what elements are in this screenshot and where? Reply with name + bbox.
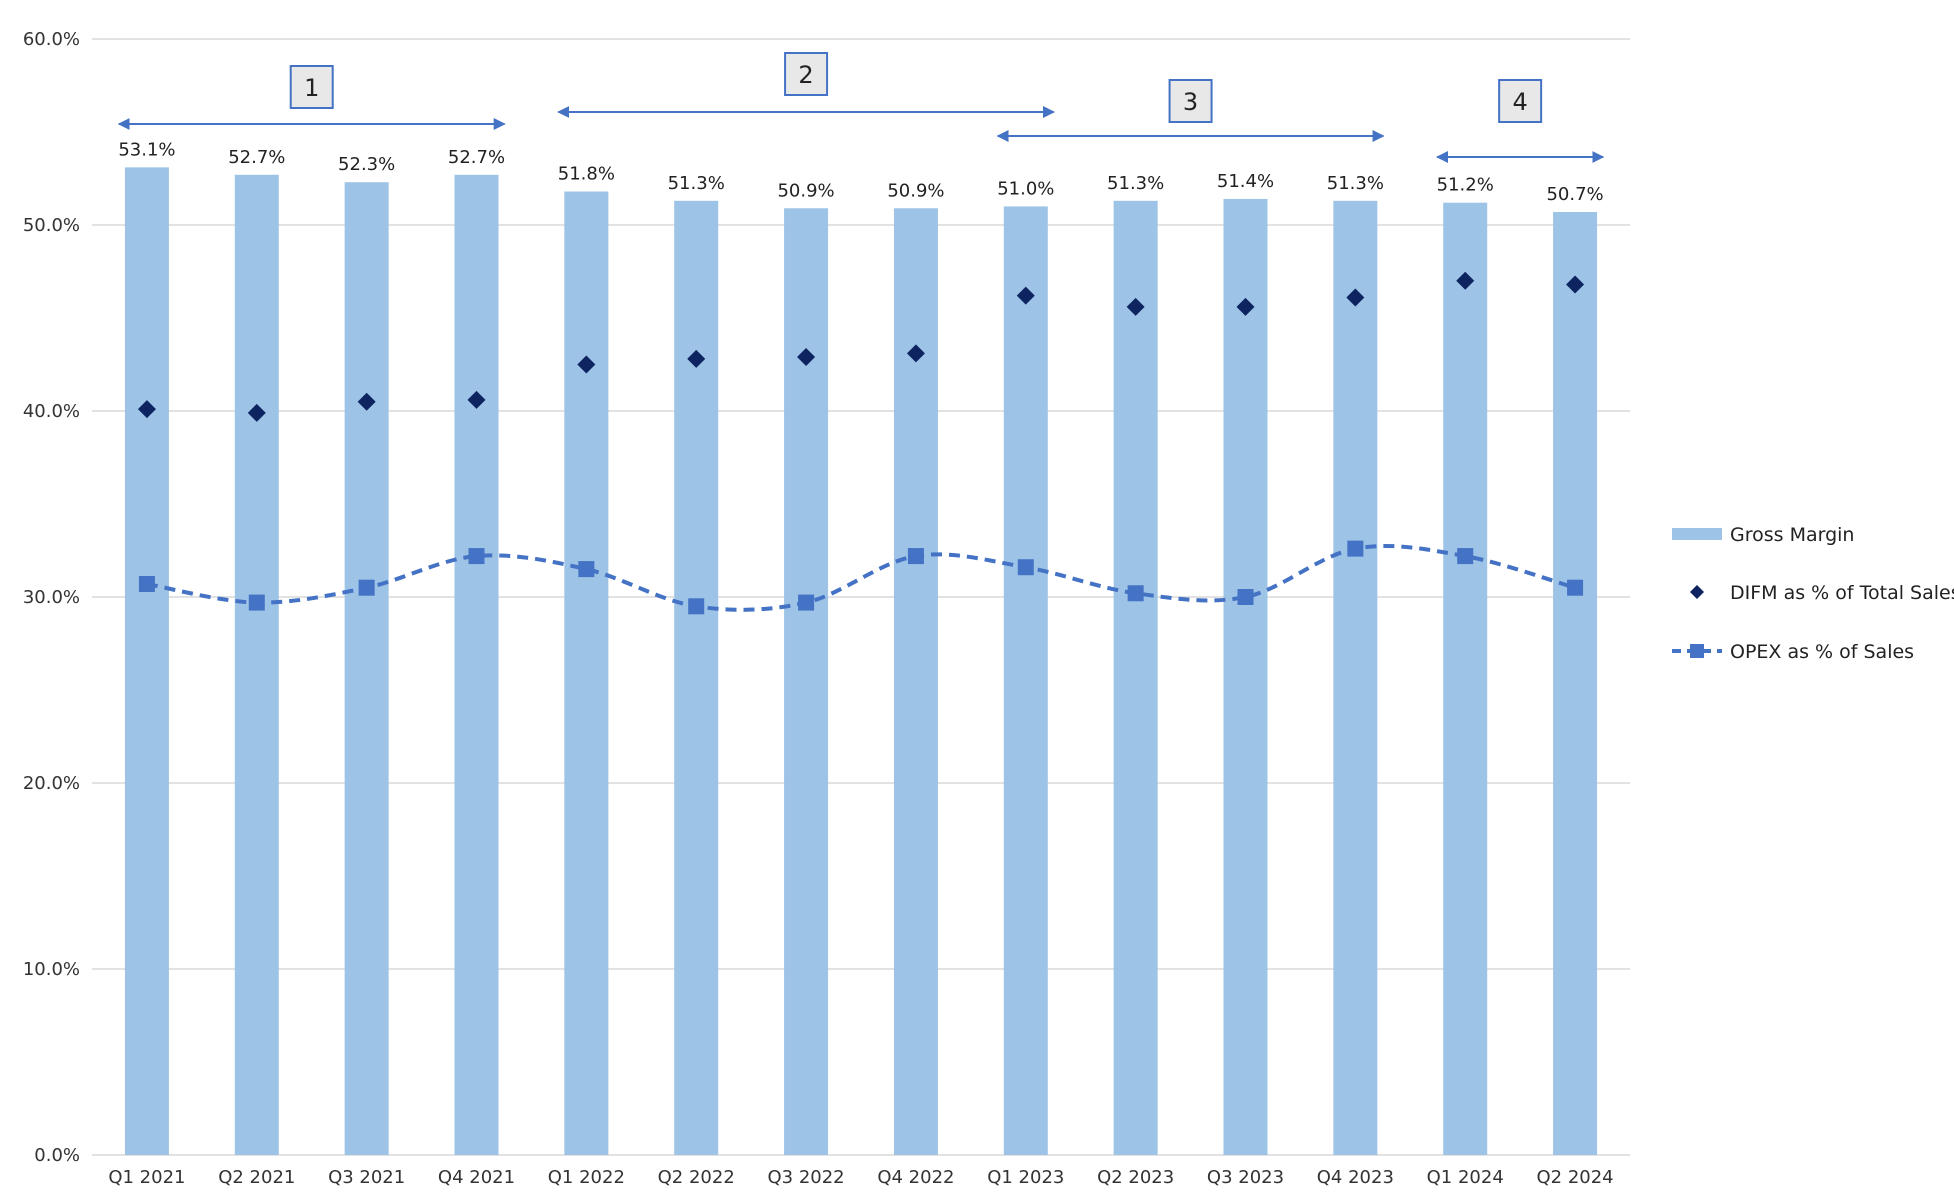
opex-point bbox=[688, 598, 705, 615]
bar-gross-margin bbox=[344, 182, 389, 1156]
opex-point bbox=[907, 548, 924, 565]
legend-label: DIFM as % of Total Sales bbox=[1730, 582, 1954, 604]
period-label: 1 bbox=[304, 74, 319, 102]
period-box bbox=[1168, 79, 1213, 123]
difm-point bbox=[467, 390, 486, 409]
x-tick-label: Q1 2022 bbox=[548, 1167, 625, 1188]
difm-point bbox=[577, 355, 596, 374]
period-label: 2 bbox=[798, 61, 813, 89]
bar-gross-margin bbox=[893, 208, 938, 1155]
x-tick-label: Q3 2022 bbox=[767, 1167, 844, 1188]
x-tick-label: Q2 2023 bbox=[1097, 1167, 1174, 1188]
x-tick-label: Q1 2024 bbox=[1427, 1167, 1504, 1188]
difm-point bbox=[1346, 288, 1365, 307]
x-tick-label: Q2 2021 bbox=[218, 1167, 295, 1188]
bar-data-label: 51.2% bbox=[1437, 175, 1494, 196]
bar-gross-margin bbox=[1003, 206, 1048, 1155]
y-tick-label: 50.0% bbox=[23, 215, 80, 236]
bar-data-label: 52.7% bbox=[448, 147, 505, 168]
opex-point bbox=[578, 561, 595, 578]
bar-data-label: 50.9% bbox=[777, 180, 834, 201]
legend-swatch-gross-margin bbox=[1672, 528, 1722, 540]
bar-gross-margin bbox=[1223, 198, 1268, 1155]
bar-gross-margin bbox=[564, 191, 609, 1155]
opex-point bbox=[138, 575, 155, 592]
x-tick-label: Q4 2021 bbox=[438, 1167, 515, 1188]
opex-line bbox=[146, 543, 1576, 612]
bar-data-label: 51.4% bbox=[1217, 171, 1274, 192]
bar-gross-margin bbox=[234, 174, 279, 1155]
difm-point bbox=[797, 348, 816, 367]
x-tick-label: Q2 2022 bbox=[658, 1167, 735, 1188]
difm-point bbox=[1126, 297, 1145, 316]
period-box bbox=[784, 52, 829, 96]
y-tick-label: 0.0% bbox=[34, 1145, 80, 1166]
period-label: 3 bbox=[1183, 88, 1198, 116]
legend-swatch-opex-marker bbox=[1690, 644, 1704, 658]
opex-point bbox=[358, 579, 375, 596]
legend-swatch-difm bbox=[1690, 585, 1704, 599]
difm-point bbox=[906, 344, 925, 363]
bar-data-label: 50.7% bbox=[1546, 184, 1603, 205]
x-tick-label: Q4 2022 bbox=[877, 1167, 954, 1188]
opex-point bbox=[1567, 579, 1584, 596]
opex-point bbox=[248, 594, 265, 611]
opex-point bbox=[1237, 589, 1254, 605]
bar-data-label: 51.8% bbox=[558, 164, 615, 185]
legend-label: Gross Margin bbox=[1730, 524, 1854, 546]
difm-point bbox=[1016, 286, 1035, 305]
opex-point bbox=[468, 548, 485, 565]
bar-data-label: 52.7% bbox=[228, 147, 285, 168]
bar-gross-margin bbox=[1443, 202, 1488, 1155]
bar-gross-margin bbox=[1553, 211, 1598, 1156]
period-box bbox=[289, 65, 334, 109]
bar-data-label: 51.3% bbox=[1327, 173, 1384, 194]
bar-data-label: 51.3% bbox=[668, 173, 725, 194]
y-tick-label: 10.0% bbox=[23, 959, 80, 980]
y-tick-label: 60.0% bbox=[23, 29, 80, 50]
legend-label: OPEX as % of Sales bbox=[1730, 641, 1914, 663]
opex-point bbox=[1347, 540, 1364, 557]
difm-point bbox=[687, 349, 706, 368]
bar-gross-margin bbox=[1333, 200, 1378, 1155]
difm-point bbox=[1456, 271, 1475, 290]
x-tick-label: Q3 2021 bbox=[328, 1167, 405, 1188]
difm-point bbox=[1566, 275, 1585, 294]
x-tick-label: Q4 2023 bbox=[1317, 1167, 1394, 1188]
x-tick-label: Q2 2024 bbox=[1536, 1167, 1613, 1188]
difm-point bbox=[137, 400, 156, 419]
x-tick-label: Q1 2023 bbox=[987, 1167, 1064, 1188]
difm-point bbox=[357, 392, 376, 411]
x-tick-label: Q1 2021 bbox=[108, 1167, 185, 1188]
x-tick-label: Q3 2023 bbox=[1207, 1167, 1284, 1188]
bar-data-label: 51.3% bbox=[1107, 173, 1164, 194]
bar-gross-margin bbox=[674, 200, 719, 1155]
difm-point bbox=[1236, 297, 1255, 316]
opex-point bbox=[1127, 585, 1144, 602]
bar-data-label: 53.1% bbox=[118, 139, 175, 160]
opex-point bbox=[1017, 559, 1034, 576]
y-tick-label: 20.0% bbox=[23, 773, 80, 794]
period-box bbox=[1498, 79, 1543, 123]
opex-point bbox=[1457, 548, 1474, 565]
bar-data-label: 52.3% bbox=[338, 154, 395, 175]
bar-gross-margin bbox=[454, 174, 499, 1155]
period-label: 4 bbox=[1513, 88, 1528, 116]
bar-gross-margin bbox=[124, 167, 169, 1156]
bar-data-label: 50.9% bbox=[887, 180, 944, 201]
y-tick-label: 30.0% bbox=[23, 587, 80, 608]
opex-point bbox=[798, 594, 815, 611]
bar-gross-margin bbox=[1113, 200, 1158, 1155]
difm-point bbox=[247, 403, 266, 422]
y-tick-label: 40.0% bbox=[23, 401, 80, 422]
bar-data-label: 51.0% bbox=[997, 178, 1054, 199]
